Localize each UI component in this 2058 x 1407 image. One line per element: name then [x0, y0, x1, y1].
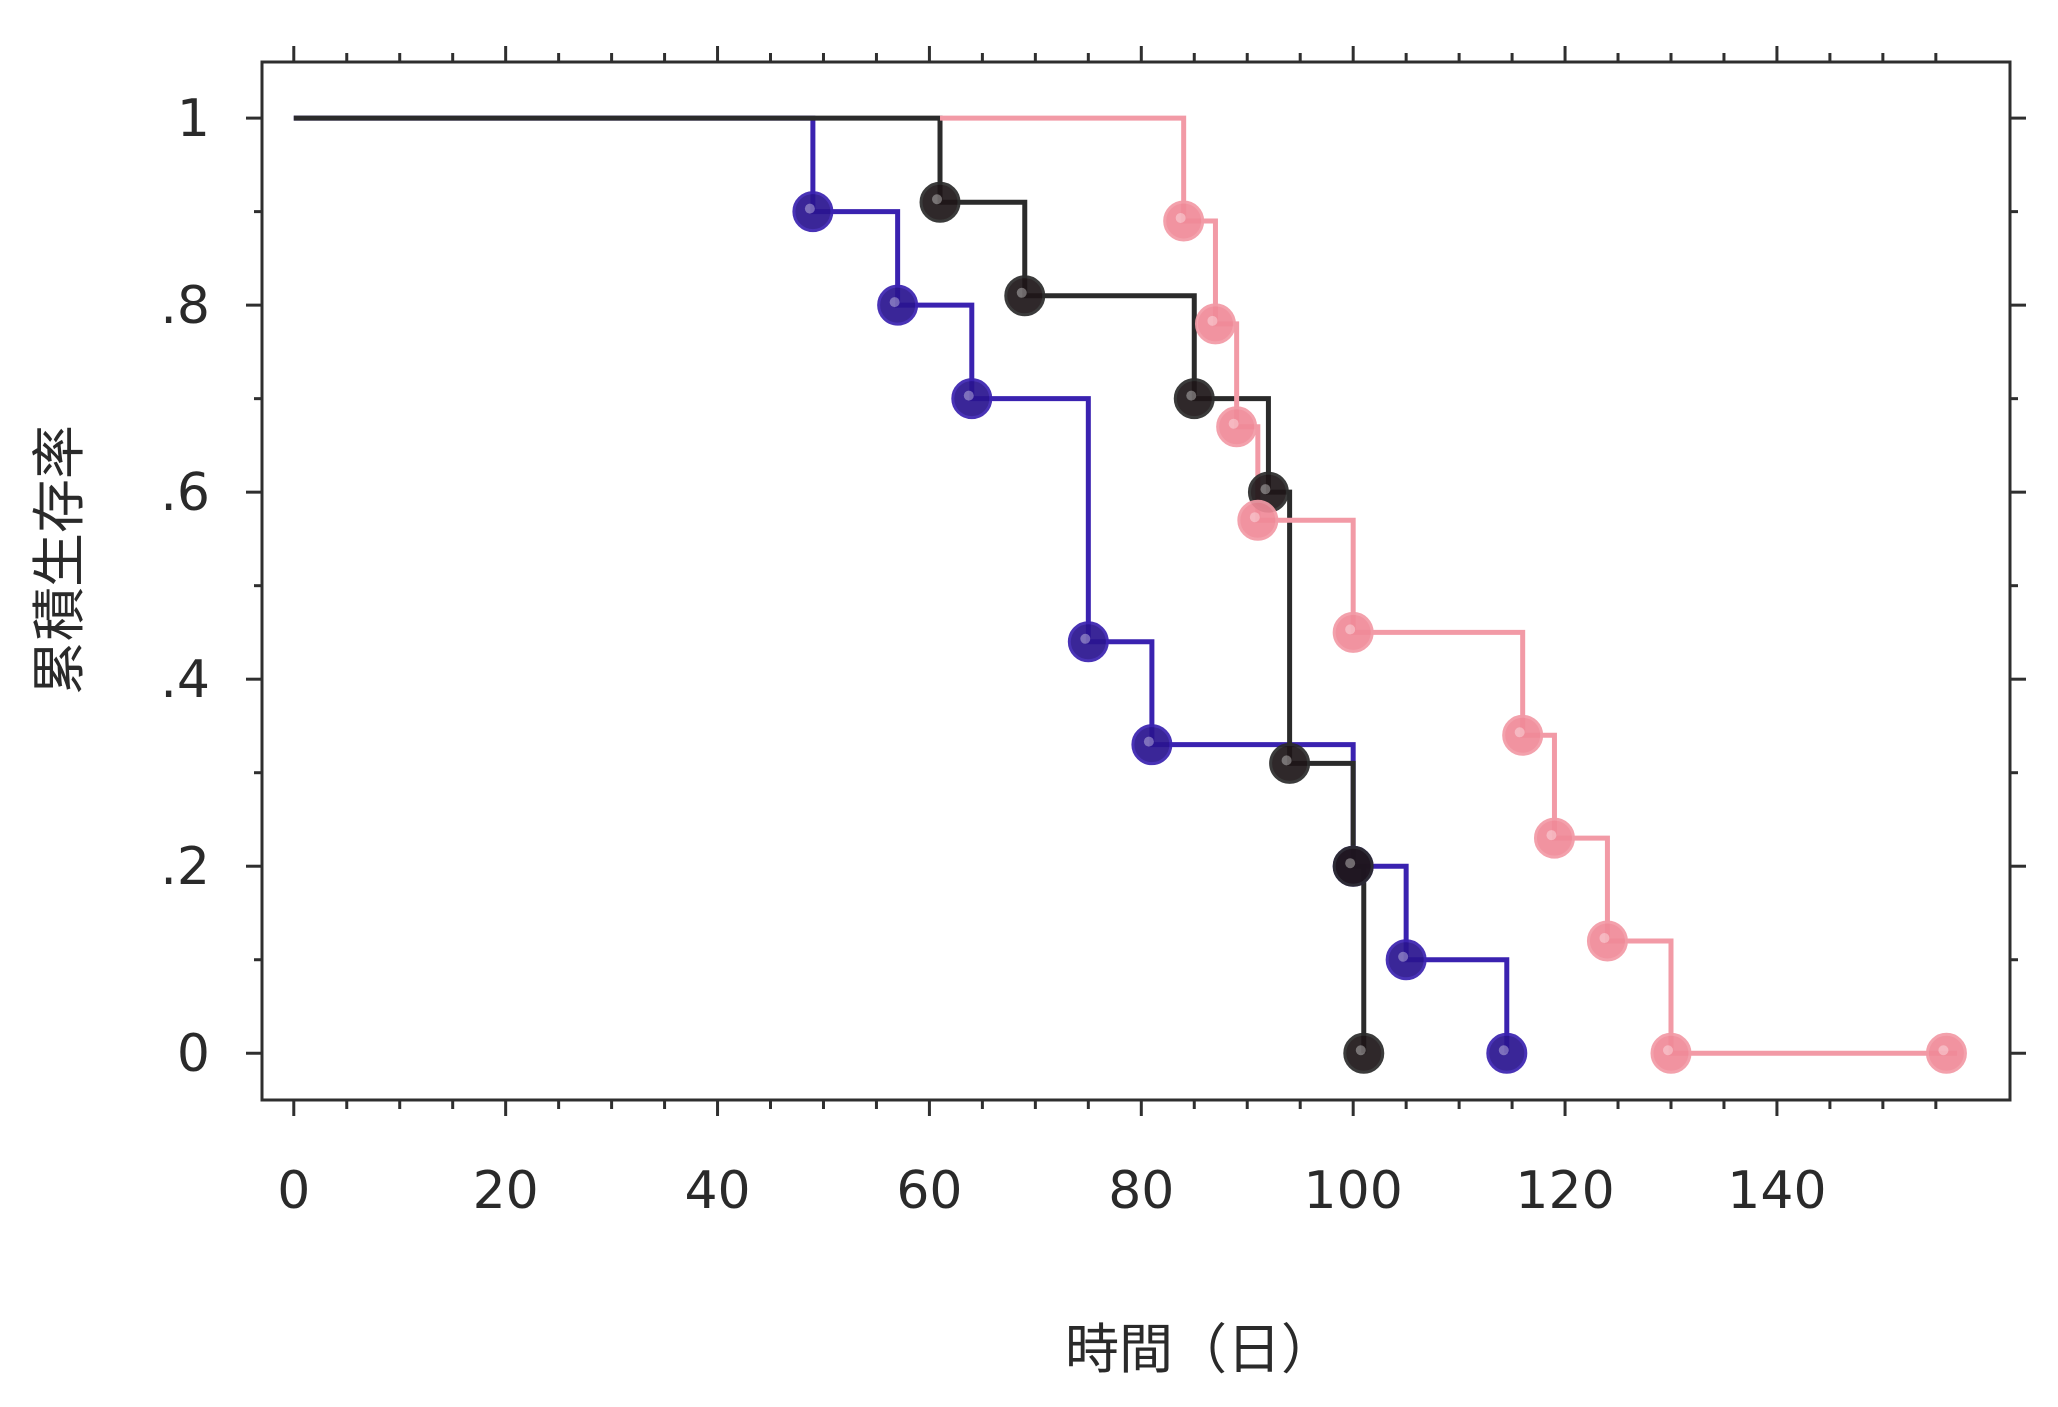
series-2-marker-highlight	[1186, 390, 1197, 401]
series-1-marker	[1067, 621, 1109, 663]
y-tick-label: .6	[160, 463, 210, 523]
series-2-marker	[1332, 845, 1374, 887]
x-tick-label: 140	[1727, 1161, 1826, 1221]
series-3-marker	[1533, 817, 1575, 859]
series-3-marker-highlight	[1175, 212, 1186, 223]
y-tick-label: 1	[177, 89, 210, 149]
x-tick-label: 60	[896, 1161, 962, 1221]
series-2-marker	[1004, 275, 1046, 317]
x-axis-title: 時間（日）	[1065, 1318, 1335, 1381]
series-1-marker	[877, 284, 919, 326]
x-tick-label: 0	[277, 1161, 310, 1221]
series-3-marker-highlight	[1249, 512, 1260, 523]
series-2-marker-highlight	[932, 194, 943, 205]
series-3-marker	[1237, 499, 1279, 541]
series-3-line	[940, 115, 1958, 1056]
series-2-marker	[1343, 1032, 1385, 1074]
series-3-marker	[1925, 1032, 1967, 1074]
y-tick-label: .4	[160, 650, 210, 710]
series-2-marker	[1173, 378, 1215, 420]
series-2-marker-highlight	[1355, 1045, 1366, 1056]
series-1-marker-highlight	[1498, 1045, 1509, 1056]
series-1-marker-highlight	[1080, 633, 1091, 644]
series-1-marker	[951, 378, 993, 420]
series-3-marker	[1650, 1032, 1692, 1074]
plot-frame	[260, 60, 2012, 1102]
y-tick-label: 0	[177, 1024, 210, 1084]
series-1-marker-highlight	[804, 203, 815, 214]
x-tick-label: 40	[684, 1161, 750, 1221]
y-axis-title: 累積生存率	[28, 425, 91, 695]
series-2-marker	[919, 181, 961, 223]
series-1-marker-highlight	[963, 390, 974, 401]
series-3-marker	[1163, 200, 1205, 242]
series-2-marker-highlight	[1016, 287, 1027, 298]
series-1-marker	[1486, 1032, 1528, 1074]
series-2-marker-highlight	[1281, 755, 1292, 766]
x-tick-label: 120	[1515, 1161, 1614, 1221]
series-3-marker	[1216, 406, 1258, 448]
series-1-marker-highlight	[889, 297, 900, 308]
x-tick-label: 80	[1108, 1161, 1174, 1221]
x-tick-label: 20	[473, 1161, 539, 1221]
series-2-marker	[1269, 742, 1311, 784]
axis-ticks	[246, 46, 2026, 1116]
series-2-line	[293, 115, 1367, 1054]
series-3-marker-highlight	[1938, 1045, 1949, 1056]
series-3-marker	[1586, 920, 1628, 962]
series-3-marker-highlight	[1345, 624, 1356, 635]
series-3-marker	[1332, 611, 1374, 653]
x-tick-label: 100	[1304, 1161, 1403, 1221]
series-3-marker-highlight	[1546, 830, 1557, 841]
series-1-marker-highlight	[1143, 736, 1154, 747]
series-3-marker-highlight	[1207, 315, 1218, 326]
series-2-marker-highlight	[1260, 484, 1271, 495]
series-1-marker	[1385, 939, 1427, 981]
series-3-marker	[1194, 303, 1236, 345]
y-tick-label: .2	[160, 837, 210, 897]
series-1-marker-highlight	[1398, 951, 1409, 962]
y-tick-labels: 0 .2 .4 .6 .8 1	[160, 89, 210, 1084]
series-group	[293, 115, 1967, 1074]
series-1-line	[293, 115, 1510, 1054]
series-3-marker-highlight	[1228, 418, 1239, 429]
series-3-marker-highlight	[1514, 727, 1525, 738]
series-3-marker-highlight	[1662, 1045, 1673, 1056]
series-1-marker	[1131, 724, 1173, 766]
series-1-marker	[792, 191, 834, 233]
x-tick-labels: 0 20 40 60 80 100 120 140	[277, 1161, 1826, 1221]
series-3-marker	[1502, 714, 1544, 756]
series-3-marker-highlight	[1599, 933, 1610, 944]
series-2-marker-highlight	[1345, 858, 1356, 869]
y-tick-label: .8	[160, 276, 210, 336]
